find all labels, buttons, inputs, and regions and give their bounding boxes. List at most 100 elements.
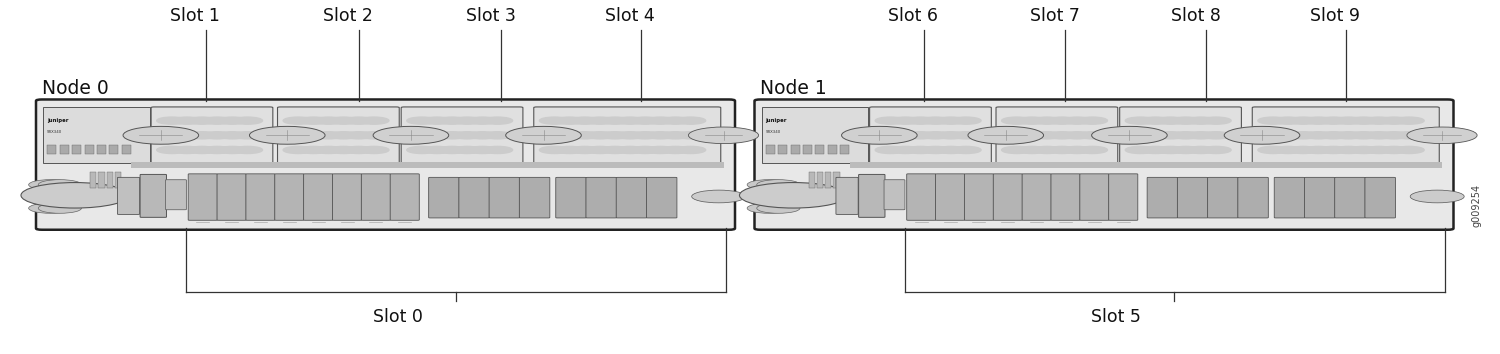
Circle shape <box>506 126 582 144</box>
Circle shape <box>891 147 921 154</box>
Circle shape <box>747 192 790 201</box>
Circle shape <box>314 147 344 154</box>
Circle shape <box>555 147 585 154</box>
Circle shape <box>1125 117 1155 124</box>
FancyBboxPatch shape <box>140 175 166 217</box>
FancyBboxPatch shape <box>1208 177 1237 218</box>
Circle shape <box>1017 147 1047 154</box>
Circle shape <box>1062 117 1092 124</box>
Circle shape <box>1032 132 1062 139</box>
Circle shape <box>156 117 188 124</box>
Text: Slot 3: Slot 3 <box>465 7 516 25</box>
Circle shape <box>675 117 705 124</box>
Circle shape <box>172 147 202 154</box>
Circle shape <box>921 117 951 124</box>
Circle shape <box>1348 117 1378 124</box>
FancyBboxPatch shape <box>1148 177 1178 218</box>
Circle shape <box>483 132 513 139</box>
Text: g009254: g009254 <box>1472 184 1480 227</box>
FancyBboxPatch shape <box>188 174 218 220</box>
Circle shape <box>436 147 468 154</box>
Circle shape <box>1274 132 1304 139</box>
Circle shape <box>1304 117 1334 124</box>
Circle shape <box>1032 117 1062 124</box>
Circle shape <box>298 117 328 124</box>
FancyBboxPatch shape <box>858 175 885 217</box>
FancyBboxPatch shape <box>1080 174 1108 220</box>
Text: Slot 7: Slot 7 <box>1029 7 1080 25</box>
Circle shape <box>1062 147 1092 154</box>
Circle shape <box>1002 147 1032 154</box>
Circle shape <box>232 132 262 139</box>
Circle shape <box>1140 117 1170 124</box>
Circle shape <box>39 192 81 201</box>
Circle shape <box>936 147 966 154</box>
FancyBboxPatch shape <box>1052 174 1080 220</box>
Circle shape <box>747 203 790 213</box>
Text: Slot 2: Slot 2 <box>322 7 374 25</box>
Bar <box>766 145 776 154</box>
Circle shape <box>1364 117 1394 124</box>
Circle shape <box>466 132 498 139</box>
Circle shape <box>1170 147 1202 154</box>
Circle shape <box>232 117 262 124</box>
Circle shape <box>1155 117 1186 124</box>
Text: Slot 1: Slot 1 <box>170 7 220 25</box>
FancyBboxPatch shape <box>996 107 1118 164</box>
Text: Node 0: Node 0 <box>42 79 108 98</box>
Circle shape <box>1394 147 1423 154</box>
Circle shape <box>1348 132 1378 139</box>
Circle shape <box>1378 147 1408 154</box>
FancyBboxPatch shape <box>1252 107 1440 164</box>
Circle shape <box>540 147 570 154</box>
FancyBboxPatch shape <box>1335 177 1365 218</box>
Circle shape <box>906 147 936 154</box>
Circle shape <box>758 203 800 213</box>
Circle shape <box>1002 132 1032 139</box>
Bar <box>60 145 69 154</box>
Circle shape <box>328 132 358 139</box>
Circle shape <box>600 117 630 124</box>
Circle shape <box>1047 117 1077 124</box>
Circle shape <box>951 132 981 139</box>
Circle shape <box>630 117 660 124</box>
Circle shape <box>298 132 328 139</box>
Circle shape <box>936 117 966 124</box>
Circle shape <box>284 132 314 139</box>
Circle shape <box>1304 132 1334 139</box>
Circle shape <box>921 132 951 139</box>
Circle shape <box>466 147 498 154</box>
FancyBboxPatch shape <box>1305 177 1335 218</box>
Circle shape <box>452 117 483 124</box>
Circle shape <box>570 147 600 154</box>
Text: Slot 6: Slot 6 <box>888 7 939 25</box>
Circle shape <box>1125 147 1155 154</box>
FancyBboxPatch shape <box>217 174 246 220</box>
Circle shape <box>1077 117 1107 124</box>
Bar <box>840 145 849 154</box>
Circle shape <box>660 147 690 154</box>
Circle shape <box>1185 147 1216 154</box>
Bar <box>790 145 800 154</box>
FancyBboxPatch shape <box>429 177 459 218</box>
FancyBboxPatch shape <box>333 174 362 220</box>
Circle shape <box>1348 147 1378 154</box>
Circle shape <box>1017 117 1047 124</box>
Text: Node 1: Node 1 <box>760 79 828 98</box>
Circle shape <box>1378 117 1408 124</box>
Circle shape <box>555 117 585 124</box>
FancyBboxPatch shape <box>246 174 274 220</box>
FancyBboxPatch shape <box>36 99 735 230</box>
FancyBboxPatch shape <box>616 177 646 218</box>
Bar <box>99 172 105 188</box>
Circle shape <box>540 117 570 124</box>
Circle shape <box>1274 117 1304 124</box>
Circle shape <box>1410 190 1464 203</box>
Circle shape <box>1202 117 1231 124</box>
Circle shape <box>1378 132 1408 139</box>
Circle shape <box>1032 147 1062 154</box>
Bar <box>72 145 81 154</box>
Circle shape <box>452 132 483 139</box>
Circle shape <box>615 117 645 124</box>
Circle shape <box>1077 132 1107 139</box>
